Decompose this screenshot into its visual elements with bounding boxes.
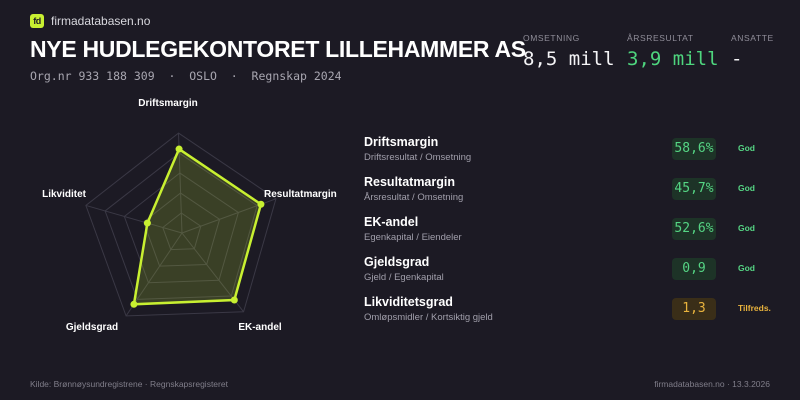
radar-point-resultatmargin [257,200,265,208]
metric-row-gjeldsgrad: Gjeldsgrad Gjeld / Egenkapital 0,9 God [364,255,784,295]
brand: fd firmadatabasen.no [30,14,150,28]
radar-label-gjeldsgrad: Gjeldsgrad [66,322,118,333]
metric-status: God [738,223,755,233]
kpi-value: - [731,48,743,70]
kpi-arsresultat: ÅRSRESULTAT 3,9 mill [627,33,719,70]
metric-row-ek-andel: EK-andel Egenkapital / Eiendeler 52,6% G… [364,215,784,255]
metric-value-badge: 1,3 [672,298,716,320]
metric-status: God [738,183,755,193]
radar-labels: Driftsmargin Resultatmargin EK-andel Gje… [42,98,337,333]
radar-point-driftsmargin [175,145,183,153]
radar-label-ek-andel: EK-andel [238,322,282,333]
radar-grid-ring [162,212,202,251]
brand-logo-icon: fd [30,14,44,28]
kpi-label: OMSETNING [523,33,580,43]
metrics-list: Driftsmargin Driftsresultat / Omsetning … [364,135,784,335]
radar-grid [85,132,277,317]
radar-point-gjeldsgrad [130,300,138,308]
company-name: NYE HUDLEGEKONTORET LILLEHAMMER AS [30,36,526,62]
metric-status: Tilfreds. [738,303,771,313]
company-subline: Org.nr 933 188 309 · OSLO · Regnskap 202… [30,69,342,83]
metric-status: God [738,143,755,153]
footer-source: Kilde: Brønnøysundregistrene · Regnskaps… [30,379,228,389]
metric-desc: Egenkapital / Eiendeler [364,232,462,243]
metric-name: Driftsmargin [364,135,439,149]
radar-point-likviditet [143,219,151,227]
radar-series-area [132,147,263,306]
radar-grid-ring [104,152,258,300]
metric-desc: Årsresultat / Omsetning [364,192,464,203]
kpi-value: 3,9 mill [627,48,719,70]
kpi-label: ÅRSRESULTAT [627,33,694,43]
radar-spoke [85,204,183,234]
metric-name: Resultatmargin [364,175,455,189]
radar-grid-ring [85,132,277,317]
metric-desc: Gjeld / Egenkapital [364,272,444,283]
radar-label-driftsmargin: Driftsmargin [138,98,197,109]
metric-value-badge: 58,6% [672,138,716,160]
radar-grid-ring [123,172,239,284]
kpi-ansatte: ANSATTE - [731,33,774,70]
brand-name: firmadatabasen.no [51,14,151,28]
metric-value-badge: 52,6% [672,218,716,240]
metric-status: God [738,263,755,273]
metric-row-likviditetsgrad: Likviditetsgrad Omløpsmidler / Kortsikti… [364,295,784,335]
radar-point-ek-andel [230,296,238,304]
metric-desc: Driftsresultat / Omsetning [364,152,472,163]
metric-value-badge: 0,9 [672,258,716,280]
metric-name: EK-andel [364,215,419,229]
metric-desc: Omløpsmidler / Kortsiktig gjeld [364,312,493,323]
metric-row-resultatmargin: Resultatmargin Årsresultat / Omsetning 4… [364,175,784,215]
kpi-value: 8,5 mill [523,48,615,70]
radar-label-likviditet: Likviditet [42,189,87,200]
metric-name: Gjeldsgrad [364,255,430,269]
radar-chart: Driftsmargin Resultatmargin EK-andel Gje… [42,98,337,333]
footer-site-date: firmadatabasen.no · 13.3.2026 [654,379,770,389]
metric-name: Likviditetsgrad [364,295,453,309]
radar-label-resultatmargin: Resultatmargin [264,189,337,200]
kpi-omsetning: OMSETNING 8,5 mill [523,33,615,70]
metric-row-driftsmargin: Driftsmargin Driftsresultat / Omsetning … [364,135,784,175]
kpi-label: ANSATTE [731,33,774,43]
metric-value-badge: 45,7% [672,178,716,200]
radar-shape [130,145,265,308]
